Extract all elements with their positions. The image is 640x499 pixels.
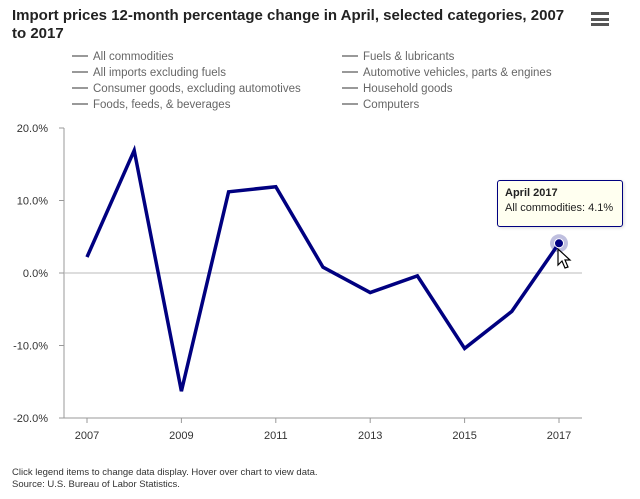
tooltip-title: April 2017: [505, 187, 558, 199]
tooltip-text: All commodities: 4.1%: [505, 202, 614, 214]
x-tick-label: 2013: [358, 430, 382, 442]
legend-item-all-commodities[interactable]: All commodities: [72, 50, 174, 64]
footnote-instructions: Click legend items to change data displa…: [12, 467, 318, 478]
x-tick-label: 2011: [264, 430, 288, 442]
legend-item-consumer-goods[interactable]: Consumer goods, excluding automotives: [72, 82, 301, 96]
y-tick-label: 20.0%: [17, 123, 48, 135]
series-line-all-commodities: [85, 144, 561, 392]
legend-swatch: [72, 86, 88, 89]
legend-item-automotive-vehicles[interactable]: Automotive vehicles, parts & engines: [342, 66, 552, 80]
x-tick-label: 2017: [547, 430, 571, 442]
y-tick-label: 10.0%: [17, 196, 48, 208]
mouse-pointer-icon: [557, 248, 572, 269]
legend-item-fuels-lubricants[interactable]: Fuels & lubricants: [342, 50, 454, 64]
y-tick-label: -10.0%: [13, 341, 48, 353]
footnote: Click legend items to change data displa…: [12, 467, 318, 491]
hover-point: [554, 238, 564, 249]
y-tick-label: 0.0%: [23, 268, 48, 280]
legend-swatch: [342, 70, 358, 73]
legend-swatch: [342, 54, 358, 57]
y-tick-label: -20.0%: [13, 413, 48, 425]
hamburger-menu-icon[interactable]: [591, 12, 609, 26]
legend-item-foods-feeds-beverages[interactable]: Foods, feeds, & beverages: [72, 98, 230, 112]
legend-item-computers[interactable]: Computers: [342, 98, 419, 112]
legend-swatch: [72, 70, 88, 73]
legend-item-household-goods[interactable]: Household goods: [342, 82, 453, 96]
legend-swatch: [72, 102, 88, 105]
x-tick-label: 2015: [452, 430, 476, 442]
chart-title: Import prices 12-month percentage change…: [12, 7, 565, 42]
x-tick-label: 2009: [169, 430, 193, 442]
legend-swatch: [72, 54, 88, 57]
tooltip: April 2017 All commodities: 4.1%: [497, 180, 623, 227]
x-tick-label: 2007: [75, 430, 99, 442]
footnote-source: Source: U.S. Bureau of Labor Statistics.: [12, 479, 180, 490]
legend-swatch: [342, 86, 358, 89]
legend-item-all-imports-excluding-fuels[interactable]: All imports excluding fuels: [72, 66, 226, 80]
legend-swatch: [342, 102, 358, 105]
